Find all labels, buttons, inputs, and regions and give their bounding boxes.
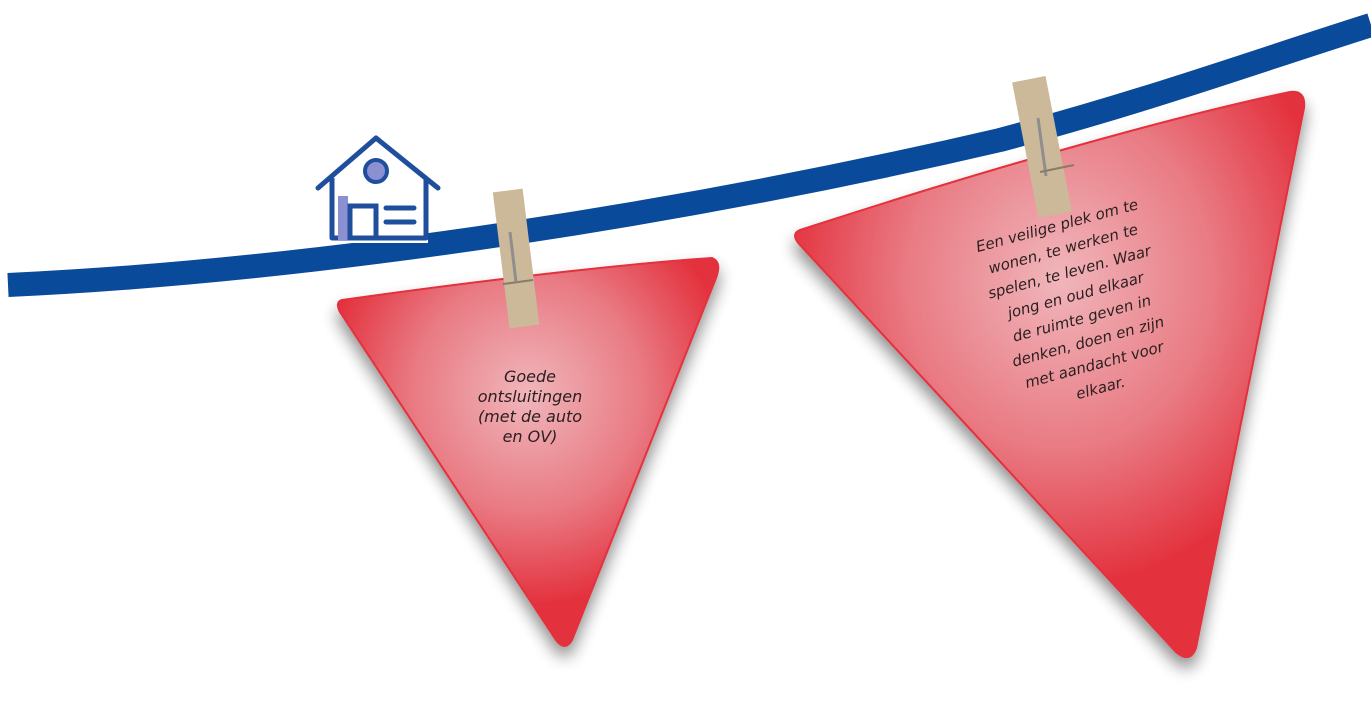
flag-right — [794, 90, 1306, 659]
clothesline — [7, 13, 1371, 297]
flag-left-line: en OV) — [502, 427, 558, 446]
flag-left-line: (met de auto — [477, 407, 583, 426]
clothes-peg-left — [492, 188, 540, 329]
flag-left-text: Goede ontsluitingen (met de auto en OV) — [450, 367, 610, 447]
flag-left-line: Goede — [503, 367, 557, 386]
house-icon — [315, 135, 441, 243]
clothes-peg-right — [1012, 76, 1075, 218]
flag-left-line: ontsluitingen — [477, 387, 583, 406]
